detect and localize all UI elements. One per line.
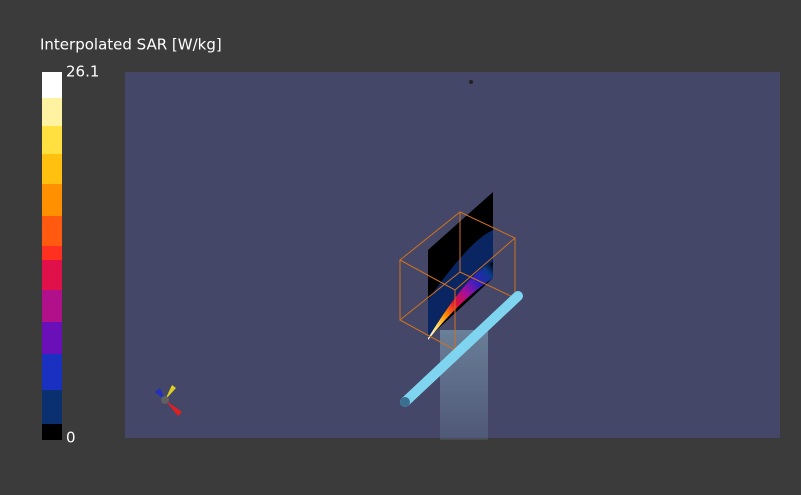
colorbar [42,72,62,440]
colorbar-segment [42,154,62,184]
colorbar-max: 26.1 [66,63,99,81]
colorbar-segment [42,72,62,98]
colorbar-segment [42,260,62,290]
colorbar-segment [42,126,62,154]
colorbar-segment [42,216,62,246]
dipole [400,291,523,407]
colorbar-segment [42,424,62,440]
sar-field [428,262,493,340]
dipole-end [400,397,410,407]
colorbar-segment [42,246,62,260]
colorbar-segment [42,354,62,390]
colorbar-segment [42,98,62,126]
axis-triad [155,385,182,416]
colorbar-title: Interpolated SAR [W/kg] [40,36,222,54]
colorbar-segment [42,290,62,322]
colorbar-segment [42,184,62,216]
colorbar-segment [42,390,62,424]
colorbar-segment [42,322,62,354]
colorbar-min: 0 [66,429,76,447]
marker [469,80,473,84]
sar-field-outer [428,230,493,338]
